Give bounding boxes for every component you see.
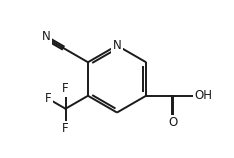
Text: F: F — [62, 82, 69, 95]
Text: F: F — [62, 122, 69, 135]
Text: N: N — [113, 39, 121, 52]
Text: O: O — [169, 116, 178, 129]
Text: N: N — [42, 30, 51, 43]
Text: OH: OH — [194, 89, 212, 102]
Text: F: F — [45, 92, 52, 105]
